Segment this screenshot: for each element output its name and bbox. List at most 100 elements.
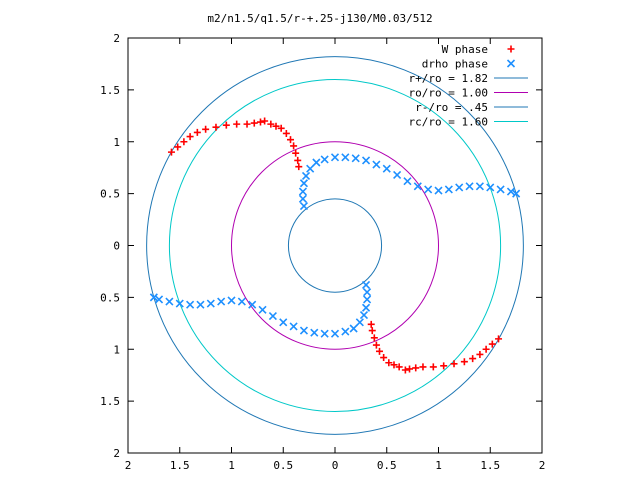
data-point bbox=[268, 311, 277, 321]
axis-ticks: 2 1.5 1 0.5 0 0.5 1 1.5 221.510.500.511.52 bbox=[100, 32, 545, 472]
series-W-phase bbox=[167, 117, 503, 374]
data-point bbox=[154, 295, 164, 304]
data-point bbox=[186, 300, 195, 309]
data-point bbox=[406, 365, 414, 373]
data-point bbox=[174, 143, 182, 151]
data-point bbox=[186, 133, 194, 141]
y-tick-label: 0 bbox=[113, 240, 120, 253]
data-point bbox=[330, 329, 340, 338]
data-point bbox=[465, 182, 474, 191]
data-point bbox=[486, 183, 495, 192]
data-point bbox=[227, 296, 236, 305]
series-drho-phase bbox=[149, 153, 521, 338]
legend-label: r+/ro = 1.82 bbox=[409, 72, 488, 85]
legend-marker bbox=[506, 59, 516, 68]
data-point bbox=[250, 119, 258, 127]
data-point bbox=[341, 153, 350, 162]
data-point bbox=[395, 363, 403, 371]
x-tick-label: 0.5 bbox=[377, 459, 397, 472]
data-point bbox=[450, 360, 458, 368]
data-point bbox=[282, 129, 290, 137]
x-tick-label: 1.5 bbox=[480, 459, 500, 472]
data-point bbox=[292, 149, 300, 157]
data-point bbox=[261, 117, 269, 125]
data-point bbox=[488, 340, 496, 348]
data-point bbox=[330, 153, 340, 162]
data-point bbox=[434, 186, 443, 195]
data-point bbox=[167, 148, 175, 156]
data-point bbox=[372, 160, 381, 169]
data-point bbox=[429, 363, 437, 371]
data-point bbox=[222, 121, 230, 129]
legend-label: r-/ro = .45 bbox=[415, 101, 488, 114]
y-tick-label: 0.5 bbox=[100, 188, 120, 201]
data-point bbox=[367, 320, 375, 328]
legend-label: W phase bbox=[442, 43, 488, 56]
reference-circle bbox=[168, 79, 502, 412]
data-point bbox=[393, 170, 402, 180]
data-point bbox=[299, 179, 309, 188]
data-point bbox=[299, 326, 309, 335]
data-point bbox=[355, 318, 364, 327]
x-tick-label: 0 bbox=[332, 459, 339, 472]
data-point bbox=[372, 341, 380, 349]
data-point bbox=[149, 293, 158, 302]
data-point bbox=[363, 288, 372, 297]
data-point bbox=[412, 364, 420, 372]
legend-marker bbox=[507, 45, 515, 53]
data-point bbox=[361, 280, 371, 289]
data-point bbox=[368, 327, 376, 335]
data-point bbox=[237, 297, 246, 306]
data-point bbox=[202, 125, 210, 133]
data-point bbox=[444, 185, 453, 194]
data-point bbox=[506, 187, 516, 196]
data-point bbox=[495, 335, 503, 343]
data-point bbox=[320, 329, 329, 338]
legend-label: ro/ro = 1.00 bbox=[409, 87, 488, 100]
chart-title: m2/n1.5/q1.5/r-+.25-j130/M0.03/512 bbox=[207, 12, 432, 25]
x-tick-label: 1 bbox=[435, 459, 442, 472]
data-point bbox=[310, 328, 319, 337]
data-point bbox=[385, 359, 393, 367]
data-point bbox=[294, 156, 302, 164]
data-point bbox=[460, 358, 468, 366]
data-point bbox=[440, 362, 448, 370]
data-point bbox=[482, 345, 490, 353]
data-point bbox=[267, 120, 275, 128]
data-point bbox=[349, 324, 358, 333]
data-point bbox=[476, 350, 484, 358]
data-point bbox=[258, 305, 267, 314]
x-tick-label: 0.5 bbox=[273, 459, 293, 472]
reference-circle bbox=[146, 56, 524, 435]
plot-area: 2 1.5 1 0.5 0 0.5 1 1.5 221.510.500.511.52 bbox=[100, 32, 545, 472]
data-point bbox=[390, 361, 398, 369]
y-tick-label: 0.5 bbox=[100, 291, 120, 304]
data-point bbox=[419, 363, 427, 371]
data-point bbox=[469, 355, 477, 363]
data-point bbox=[299, 202, 309, 211]
x-tick-label: 1.5 bbox=[170, 459, 190, 472]
data-point bbox=[312, 158, 321, 167]
y-tick-label: 1.5 bbox=[100, 395, 120, 408]
x-tick-label: 2 bbox=[539, 459, 546, 472]
data-point bbox=[424, 185, 433, 194]
data-point bbox=[413, 182, 422, 191]
data-point bbox=[359, 310, 369, 320]
y-tick-label: 2 bbox=[113, 32, 120, 45]
data-series bbox=[149, 117, 521, 374]
data-point bbox=[363, 295, 372, 304]
data-point bbox=[272, 122, 280, 130]
data-point bbox=[512, 189, 521, 198]
legend-label: rc/ro = 1.60 bbox=[409, 116, 488, 129]
data-point bbox=[320, 155, 329, 164]
y-tick-label: 1.5 bbox=[100, 84, 120, 97]
data-point bbox=[279, 318, 288, 327]
y-tick-label: 1 bbox=[113, 343, 120, 356]
data-point bbox=[403, 177, 412, 186]
data-point bbox=[361, 156, 371, 165]
reference-circles bbox=[146, 56, 524, 435]
data-point bbox=[193, 128, 201, 136]
data-point bbox=[295, 163, 303, 171]
